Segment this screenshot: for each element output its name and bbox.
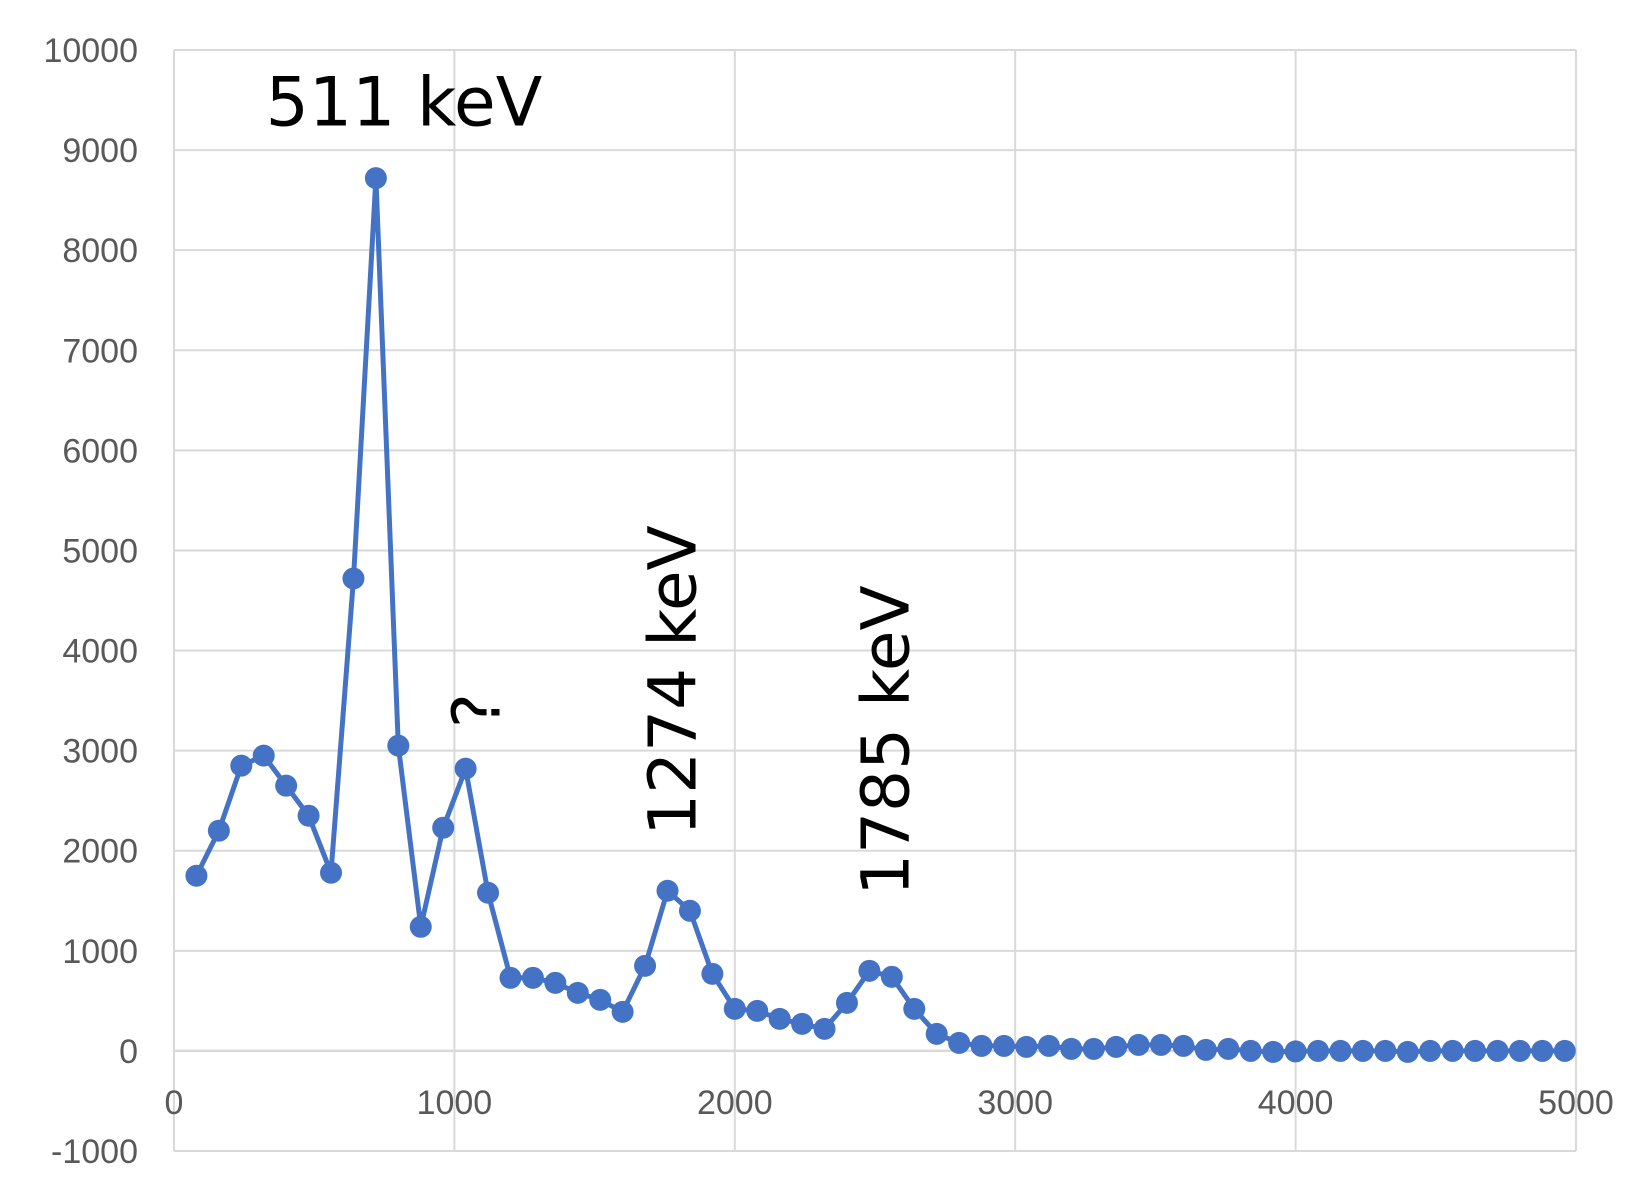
data-point	[521, 966, 544, 989]
data-point	[1374, 1039, 1397, 1062]
data-point	[1150, 1033, 1173, 1056]
y-tick-label: 2000	[62, 833, 138, 871]
data-point	[409, 915, 432, 938]
data-point	[432, 816, 455, 839]
data-point	[1082, 1037, 1105, 1060]
data-point	[252, 744, 275, 767]
data-point	[1284, 1040, 1307, 1063]
y-tick-label: 3000	[62, 733, 138, 771]
data-point	[1105, 1035, 1128, 1058]
annotation-label: 1785 keV	[848, 585, 925, 896]
data-point	[992, 1034, 1015, 1057]
data-point	[791, 1012, 814, 1035]
x-tick-label: 3000	[977, 1084, 1053, 1122]
series	[185, 167, 1576, 1063]
data-point	[185, 864, 208, 887]
data-point	[230, 754, 253, 777]
data-point	[948, 1031, 971, 1054]
data-point	[387, 734, 410, 757]
data-point	[701, 962, 724, 985]
data-point	[746, 999, 769, 1022]
data-point	[880, 965, 903, 988]
y-tick-label: 10000	[43, 32, 138, 70]
data-point	[858, 959, 881, 982]
data-point	[1239, 1039, 1262, 1062]
data-point	[970, 1034, 993, 1057]
data-point	[1464, 1039, 1487, 1062]
data-point	[1531, 1039, 1554, 1062]
x-tick-label: 5000	[1538, 1084, 1614, 1122]
data-point	[499, 966, 522, 989]
x-tick-label: 1000	[417, 1084, 493, 1122]
data-point	[813, 1017, 836, 1040]
data-point	[320, 861, 343, 884]
x-tick-label: 4000	[1258, 1084, 1334, 1122]
data-point	[1396, 1040, 1419, 1063]
data-point	[903, 997, 926, 1020]
data-point	[1486, 1039, 1509, 1062]
data-point	[1553, 1039, 1576, 1062]
data-point	[1508, 1039, 1531, 1062]
data-point	[342, 567, 365, 590]
data-point	[1194, 1038, 1217, 1061]
data-point	[1351, 1039, 1374, 1062]
data-point	[1015, 1035, 1038, 1058]
data-point	[1262, 1040, 1285, 1063]
data-point	[835, 991, 858, 1014]
data-point	[1441, 1039, 1464, 1062]
data-point	[544, 971, 567, 994]
data-point	[207, 819, 230, 842]
data-point	[275, 774, 298, 797]
data-point	[1419, 1039, 1442, 1062]
y-tick-label: 9000	[62, 132, 138, 170]
annotation-label: 1274 keV	[635, 525, 712, 836]
y-tick-label: 4000	[62, 633, 138, 671]
data-point	[768, 1007, 791, 1030]
data-point	[589, 988, 612, 1011]
data-point	[1060, 1037, 1083, 1060]
data-point	[566, 981, 589, 1004]
tick-labels: -1000 0 1000 2000 3000 4000 5000 6000 7000 8000 90…	[43, 32, 1613, 1171]
annotation-label: ?	[438, 693, 515, 728]
data-point	[925, 1022, 948, 1045]
y-tick-label: 8000	[62, 232, 138, 270]
y-tick-label: 6000	[62, 432, 138, 470]
data-point	[364, 167, 387, 190]
annotations: 511 keV? 1274 keV 1785 keV	[266, 64, 925, 896]
data-point	[656, 879, 679, 902]
data-point	[1127, 1033, 1150, 1056]
x-tick-label: 2000	[697, 1084, 773, 1122]
y-tick-label: 1000	[62, 933, 138, 971]
data-point	[723, 997, 746, 1020]
data-point	[634, 954, 657, 977]
y-tick-label: 5000	[62, 532, 138, 570]
data-point	[1037, 1034, 1060, 1057]
data-point	[678, 899, 701, 922]
y-tick-label: -1000	[51, 1133, 138, 1171]
y-tick-label: 7000	[62, 332, 138, 370]
data-point	[1307, 1039, 1330, 1062]
data-point	[611, 1000, 634, 1023]
x-tick-label: 0	[165, 1084, 184, 1122]
data-point	[1329, 1039, 1352, 1062]
data-point	[477, 881, 500, 904]
y-tick-label: 0	[119, 1033, 138, 1071]
data-point	[1217, 1037, 1240, 1060]
data-point	[297, 804, 320, 827]
data-point	[1172, 1034, 1195, 1057]
annotation-label: 511 keV	[266, 64, 543, 143]
grid	[173, 49, 1577, 1152]
data-point	[454, 757, 477, 780]
